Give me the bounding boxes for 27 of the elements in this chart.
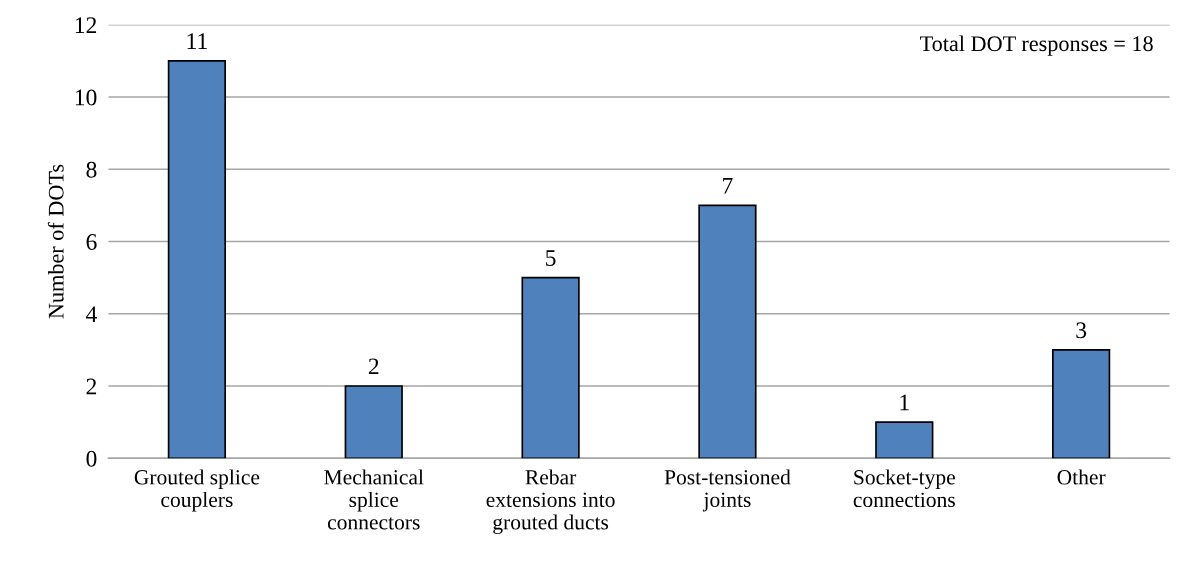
bar xyxy=(1052,349,1111,459)
x-tick-label: Grouted splice couplers xyxy=(134,469,260,512)
x-tick-label: Other xyxy=(1057,469,1106,485)
x-tick-label: Socket-type connections xyxy=(853,469,955,508)
y-tick-label: 2 xyxy=(86,378,97,395)
y-axis-title: Number of DOTs xyxy=(47,164,64,319)
y-tick-label: 6 xyxy=(86,234,97,250)
x-tick-label: Rebar extensions into grouted ducts xyxy=(486,469,615,534)
annotation: Total DOT responses = 18 xyxy=(920,35,1153,56)
y-tick-label: 8 xyxy=(86,161,97,178)
bar xyxy=(875,421,934,459)
data-label: 7 xyxy=(723,177,733,194)
data-label: 11 xyxy=(187,33,207,49)
bar xyxy=(167,60,227,459)
y-tick-label: 12 xyxy=(75,17,97,33)
data-label: 1 xyxy=(900,394,909,411)
bar xyxy=(698,204,757,459)
data-label: 2 xyxy=(368,358,379,375)
data-label: 3 xyxy=(1076,322,1087,339)
x-tick-label: Post-tensioned joints xyxy=(664,469,791,512)
y-tick-label: 4 xyxy=(86,306,97,322)
y-tick-label: 10 xyxy=(75,89,97,106)
y-tick-label: 0 xyxy=(86,450,97,467)
x-tick-label: Mechanical splice connectors xyxy=(324,469,424,530)
bar xyxy=(344,385,403,459)
data-label: 5 xyxy=(546,250,556,266)
bar xyxy=(521,276,580,459)
